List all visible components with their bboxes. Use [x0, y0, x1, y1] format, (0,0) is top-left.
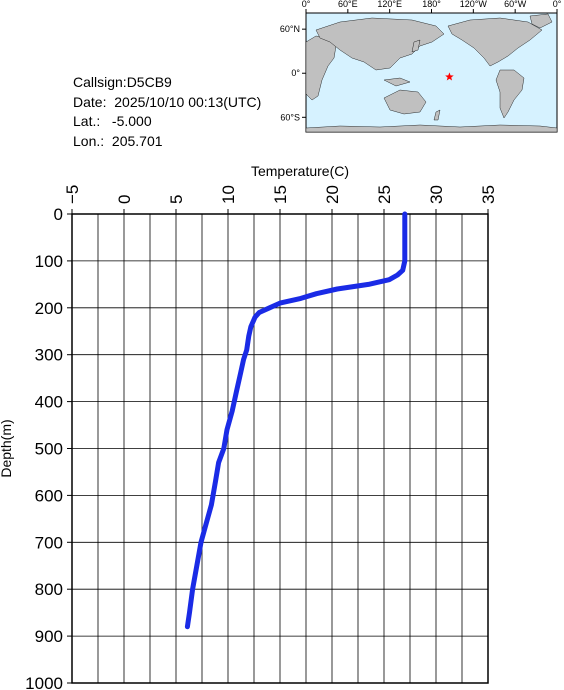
x-tick-label: −5 — [63, 185, 82, 204]
data-point — [403, 235, 407, 239]
map-lon-label: 0° — [302, 0, 311, 9]
data-point — [249, 325, 253, 329]
data-point — [214, 479, 217, 483]
station-info: Callsign:D5CB9 Date: 2025/10/10 00:13(UT… — [73, 73, 261, 151]
y-tick-label: 300 — [35, 346, 63, 365]
data-point — [245, 348, 249, 352]
chart-series — [184, 211, 408, 630]
land-asia — [315, 17, 445, 71]
data-point — [204, 522, 208, 525]
map-lon-label: 120°E — [377, 0, 402, 9]
data-point — [230, 409, 234, 413]
data-point — [239, 372, 242, 375]
map-lon-label: 60°W — [504, 0, 527, 9]
lat-text: Lat.: -5.000 — [73, 113, 152, 129]
data-point — [253, 315, 257, 319]
lon-text: Lon.: 205.701 — [73, 132, 163, 149]
map-lat-label: 60°N — [280, 24, 300, 34]
y-tick-label: 500 — [35, 440, 63, 459]
data-point — [401, 268, 405, 272]
map-land — [305, 13, 558, 133]
star-icon — [445, 72, 454, 81]
x-tick-label: 35 — [479, 185, 498, 204]
y-tick-label: 100 — [35, 252, 63, 271]
data-point — [403, 259, 407, 263]
land-new-zealand — [433, 109, 441, 121]
map-lat-label: 0° — [291, 68, 300, 78]
map-ticks — [302, 9, 558, 118]
data-point — [403, 212, 407, 216]
data-point — [234, 390, 238, 394]
data-point — [257, 311, 261, 314]
data-point — [278, 301, 282, 305]
y-tick-label: 900 — [35, 627, 63, 646]
data-point — [335, 287, 339, 291]
x-tick-label: 25 — [375, 185, 394, 204]
map-top-labels: 0° 60°E 120°E 180° 120°W 60°W 0° — [302, 0, 562, 9]
data-point — [199, 540, 203, 544]
x-axis-ticks: −5 0 5 10 15 20 25 30 35 — [63, 185, 498, 214]
map-left-labels: 60°N 0° 60°S — [280, 24, 301, 122]
data-point — [314, 292, 318, 296]
data-point — [396, 273, 399, 277]
y-tick-label: 800 — [35, 580, 63, 599]
data-point — [222, 447, 226, 450]
chart-grid — [71, 213, 489, 684]
land-antarctica — [305, 124, 558, 133]
y-axis-ticks: 0 100 200 300 400 500 600 700 800 900 1000 — [25, 205, 72, 690]
temperature-profile-line — [184, 211, 408, 630]
x-tick-label: 30 — [427, 185, 446, 204]
x-axis-title: Temperature(C) — [251, 163, 349, 179]
data-point — [191, 587, 195, 591]
y-axis-title: Depth(m) — [0, 419, 14, 477]
land-south-america — [495, 69, 525, 119]
data-point — [247, 334, 251, 338]
land-indonesia — [383, 77, 411, 87]
x-tick-label: 5 — [167, 195, 186, 204]
map-lat-label: 60°S — [280, 112, 300, 122]
map-lon-label: 0° — [553, 0, 562, 9]
data-point — [242, 357, 246, 361]
land-north-america — [447, 17, 543, 67]
date-text: Date: 2025/10/10 00:13(UTC) — [73, 93, 262, 110]
y-tick-label: 700 — [35, 533, 63, 552]
station-marker — [445, 72, 454, 81]
data-point — [195, 564, 199, 568]
y-tick-label: 600 — [35, 486, 63, 505]
y-tick-label: 400 — [35, 393, 63, 412]
y-tick-label: 200 — [35, 299, 63, 318]
data-point — [217, 461, 221, 465]
data-point — [225, 428, 229, 432]
y-tick-label: 1000 — [25, 674, 63, 690]
data-point — [188, 611, 191, 615]
x-tick-label: 15 — [271, 185, 290, 204]
land-australia — [383, 89, 427, 115]
land-japan — [411, 39, 421, 53]
x-tick-label: 0 — [115, 195, 134, 204]
data-point — [299, 296, 303, 300]
callsign-text: Callsign:D5CB9 — [73, 74, 172, 90]
data-point — [366, 282, 370, 286]
map-lon-label: 60°E — [338, 0, 358, 9]
y-tick-label: 0 — [54, 205, 63, 224]
land-greenland — [529, 13, 553, 29]
x-tick-label: 20 — [323, 185, 342, 204]
data-point — [185, 625, 189, 629]
data-point — [209, 503, 213, 507]
x-tick-label: 10 — [219, 185, 238, 204]
map-lon-label: 180° — [422, 0, 441, 9]
map-lon-label: 120°W — [460, 0, 488, 9]
data-point — [268, 306, 272, 310]
data-point — [387, 278, 391, 282]
